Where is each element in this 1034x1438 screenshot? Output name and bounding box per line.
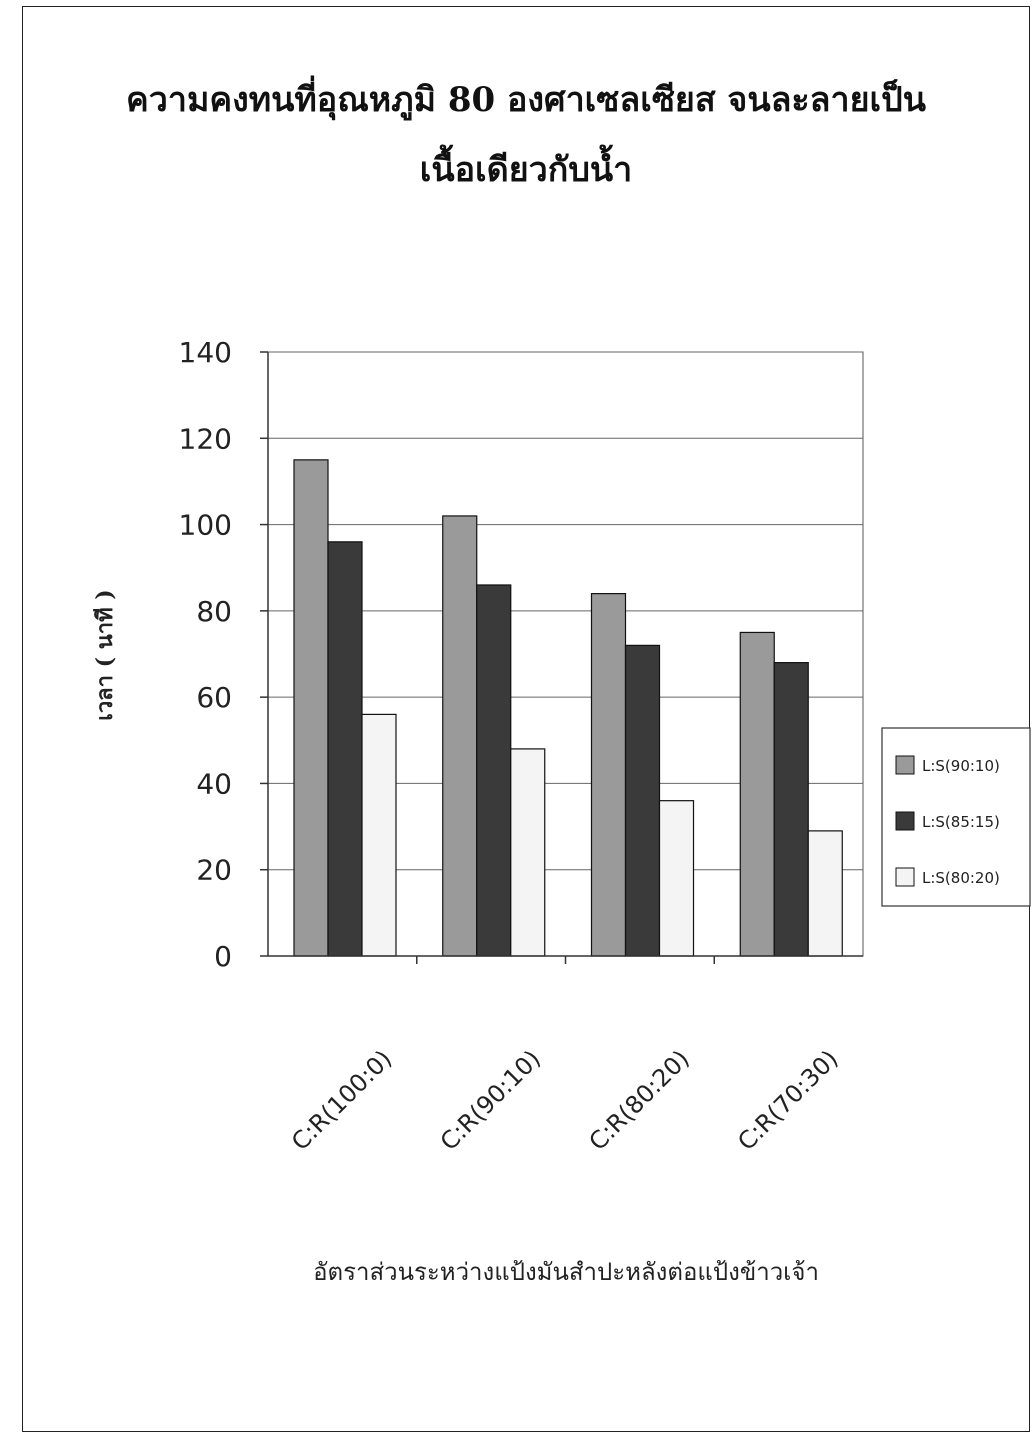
legend-label: L:S(90:10) [922, 757, 1000, 775]
bar [773, 662, 809, 957]
bar [807, 830, 843, 957]
y-axis-title: เวลา ( นาที ) [92, 589, 118, 720]
bar [658, 800, 695, 957]
bar [510, 748, 546, 957]
x-tick-label: C:R(70:30) [732, 1045, 843, 1156]
bar [327, 541, 363, 957]
bar [476, 584, 512, 957]
y-tick-label: 80 [196, 595, 232, 628]
chart-title: ความคงทนที่อุณหภูมิ 80 องศาเซลเซียส จนละ… [126, 80, 926, 120]
bar [739, 631, 775, 957]
y-tick-label: 0 [214, 940, 232, 973]
bar [624, 644, 661, 957]
bar [442, 515, 478, 957]
y-tick-label: 20 [196, 854, 232, 887]
y-tick-label: 60 [196, 681, 232, 714]
bar [293, 459, 329, 957]
legend-label: L:S(85:15) [922, 813, 1000, 831]
legend-swatch [895, 811, 915, 831]
legend-swatch [895, 755, 915, 775]
bar [590, 592, 627, 957]
y-tick-label: 40 [196, 767, 232, 800]
page-frame [22, 6, 1030, 1432]
y-tick-label: 100 [179, 509, 232, 542]
legend-label: L:S(80:20) [922, 869, 1000, 887]
x-tick-label: C:R(100:0) [286, 1045, 397, 1156]
y-tick-label: 140 [179, 336, 232, 369]
bar [361, 713, 397, 957]
x-axis-title: อัตราส่วนระหว่างแป้งมันสำปะหลังต่อแป้งข้… [313, 1258, 819, 1286]
y-tick-label: 120 [179, 422, 232, 455]
x-tick-label: C:R(80:20) [584, 1045, 695, 1156]
x-tick-label: C:R(90:10) [435, 1045, 546, 1156]
legend-swatch [895, 867, 915, 887]
chart-subtitle: เนื้อเดียวกับน้ำ [419, 150, 633, 190]
